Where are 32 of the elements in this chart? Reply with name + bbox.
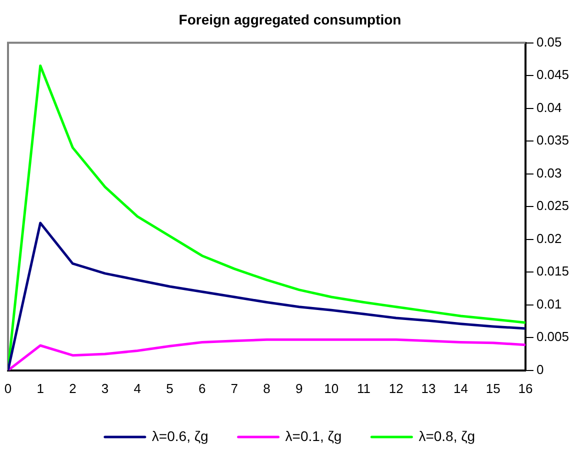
legend-label: λ=0.1, ζg	[285, 428, 342, 444]
y-tick-label: 0.015	[536, 264, 570, 279]
legend-label: λ=0.6, ζg	[152, 428, 208, 444]
y-tick-label: 0	[536, 362, 544, 377]
y-tick-label: 0.025	[536, 198, 570, 214]
x-tick-label: 9	[295, 380, 303, 396]
x-tick-label: 1	[36, 380, 44, 396]
y-tick-label: 0.05	[536, 34, 562, 50]
y-tick-label: 0.045	[536, 67, 570, 82]
y-tick-label: 0.03	[536, 165, 562, 180]
x-tick-label: 0	[4, 380, 12, 396]
y-tick-label: 0.035	[536, 132, 570, 148]
chart-title: Foreign aggregated consumption	[178, 11, 402, 28]
x-tick-label: 10	[324, 380, 339, 396]
y-tick-label: 0.005	[536, 329, 570, 344]
y-tick-label: 0.04	[536, 100, 562, 115]
x-tick-label: 16	[518, 380, 533, 396]
x-tick-label: 14	[454, 380, 468, 396]
x-tick-label: 15	[486, 380, 500, 396]
x-tick-label: 6	[198, 380, 206, 396]
legend-label: λ=0.8, ζg	[418, 428, 476, 444]
x-tick-label: 5	[166, 380, 174, 396]
y-tick-label: 0.02	[536, 230, 562, 246]
x-tick-label: 13	[421, 380, 436, 396]
y-tick-label: 0.01	[536, 296, 562, 312]
x-tick-label: 3	[101, 380, 109, 396]
x-tick-label: 7	[230, 380, 238, 396]
x-tick-label: 11	[357, 380, 371, 396]
x-tick-label: 8	[263, 380, 270, 396]
x-tick-label: 12	[388, 380, 404, 396]
x-tick-label: 4	[134, 380, 141, 396]
x-tick-label: 2	[69, 380, 76, 396]
